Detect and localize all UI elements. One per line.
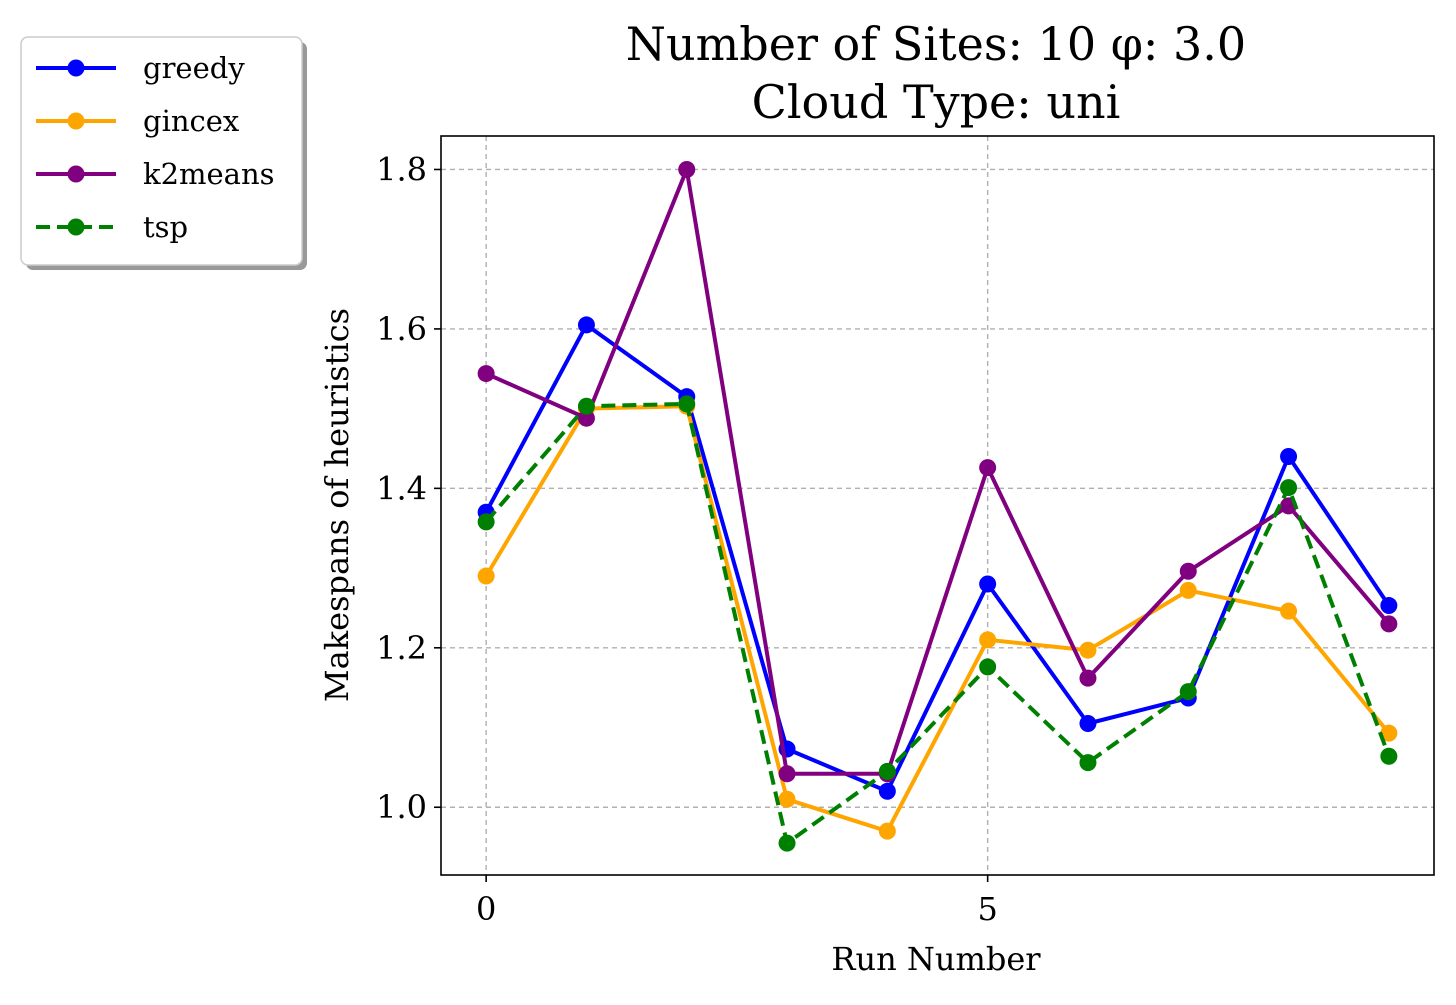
data-point-tsp: [878, 762, 896, 780]
data-point-k2means: [678, 160, 696, 178]
legend-marker-k2means: [67, 165, 85, 183]
y-tick-label: 1.6: [376, 310, 427, 348]
data-point-gincex: [878, 822, 896, 840]
data-point-greedy: [577, 316, 595, 334]
x-tick-label: 0: [476, 890, 496, 928]
data-point-greedy: [1079, 715, 1097, 733]
data-point-k2means: [1179, 562, 1197, 580]
data-point-tsp: [1280, 479, 1298, 497]
legend-marker-tsp: [67, 218, 85, 236]
data-point-k2means: [577, 409, 595, 427]
legend-label-k2means: k2means: [143, 157, 275, 191]
axis-ticks: 0 5 1.0 1.2 1.4 1.6 1.8: [376, 150, 998, 928]
data-point-tsp: [1380, 747, 1398, 765]
series-line-greedy: [484, 322, 1391, 794]
legend-label-gincex: gincex: [143, 104, 239, 138]
data-point-gincex: [778, 790, 796, 808]
data-point-k2means: [477, 365, 495, 383]
data-point-gincex: [1380, 724, 1398, 742]
legend-item-tsp: tsp: [36, 210, 188, 244]
data-point-tsp: [1079, 754, 1097, 772]
data-point-tsp: [678, 395, 696, 413]
legend-label-tsp: tsp: [143, 210, 188, 244]
x-tick-label: 5: [977, 890, 997, 928]
data-point-tsp: [778, 834, 796, 852]
chart-title-line-2: Cloud Type: uni: [752, 75, 1121, 129]
plot-area-frame: [440, 135, 1435, 876]
legend-item-gincex: gincex: [36, 104, 239, 138]
series-line-gincex: [484, 404, 1391, 834]
legend-item-greedy: greedy: [36, 51, 245, 85]
legend-item-k2means: k2means: [36, 157, 275, 191]
x-axis-label: Run Number: [831, 940, 1041, 978]
data-point-tsp: [577, 397, 595, 415]
data-point-gincex: [477, 567, 495, 585]
data-point-k2means: [1079, 669, 1097, 687]
data-point-gincex: [1280, 602, 1298, 620]
legend: greedy gincex k2means tsp: [20, 36, 307, 270]
data-point-k2means: [979, 459, 997, 477]
legend-marker-gincex: [67, 112, 85, 130]
data-point-gincex: [1079, 641, 1097, 659]
legend-label-greedy: greedy: [143, 51, 245, 85]
series-gincex: [477, 397, 1398, 840]
data-point-greedy: [878, 782, 896, 800]
legend-box: [20, 36, 303, 266]
legend-entries: greedy gincex k2means tsp: [36, 51, 275, 244]
series-line-k2means: [485, 167, 1391, 776]
grid-lines: [441, 136, 1434, 875]
y-tick-label: 1.4: [376, 469, 427, 507]
data-point-greedy: [1280, 447, 1298, 465]
series-line-tsp: [484, 401, 1391, 846]
data-point-greedy: [979, 575, 997, 593]
y-axis-label: Makespans of heuristics: [318, 308, 356, 702]
data-point-tsp: [979, 658, 997, 676]
data-point-gincex: [1179, 581, 1197, 599]
data-point-tsp: [1179, 683, 1197, 701]
chart-title-line-1: Number of Sites: 10 φ: 3.0: [626, 17, 1246, 71]
y-tick-label: 1.2: [376, 629, 427, 667]
series-lines: [477, 160, 1398, 852]
series-tsp: [477, 395, 1398, 852]
data-point-greedy: [1380, 597, 1398, 615]
data-point-tsp: [477, 513, 495, 531]
y-tick-label: 1.0: [376, 788, 427, 826]
data-point-gincex: [979, 631, 997, 649]
legend-marker-greedy: [67, 59, 85, 77]
series-greedy: [477, 316, 1398, 800]
data-point-k2means: [1380, 615, 1398, 633]
data-point-k2means: [778, 765, 796, 783]
y-tick-label: 1.8: [376, 150, 427, 188]
